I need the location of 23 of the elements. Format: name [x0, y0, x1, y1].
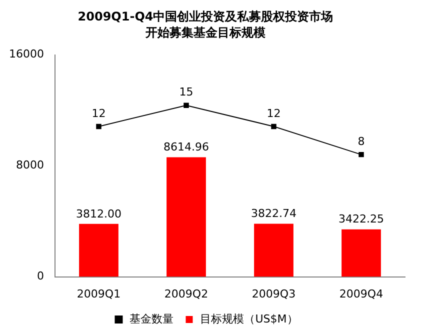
data-label: 3422.25	[338, 212, 384, 226]
x-tick-label: 2009Q3	[252, 287, 296, 300]
data-label: 3812.00	[76, 207, 122, 220]
x-tick-label: 2009Q1	[76, 287, 121, 300]
data-label: 3822.74	[250, 207, 296, 220]
data-label: 12	[92, 106, 106, 120]
data-label: 8	[358, 134, 365, 148]
data-label: 12	[266, 106, 281, 120]
bar	[79, 224, 118, 277]
y-tick-label: 16000	[8, 48, 44, 61]
bar	[254, 224, 294, 277]
y-tick-label: 0	[36, 270, 44, 283]
chart-subtitle: 开始募集基金目标规模	[144, 26, 266, 40]
data-label: 8614.96	[163, 140, 209, 154]
y-tick-label: 8000	[16, 158, 44, 172]
bar	[342, 229, 381, 277]
x-tick-label: 2009Q2	[164, 287, 208, 300]
chart-title: 2009Q1-Q4中国创业投资及私募股权投资市场	[78, 9, 334, 24]
x-tick-label: 2009Q4	[339, 287, 384, 300]
legend-label: 目标规模（US$M）	[200, 312, 298, 326]
data-label: 15	[179, 86, 194, 99]
bar	[166, 157, 206, 277]
legend-label: 基金数量	[130, 312, 174, 326]
